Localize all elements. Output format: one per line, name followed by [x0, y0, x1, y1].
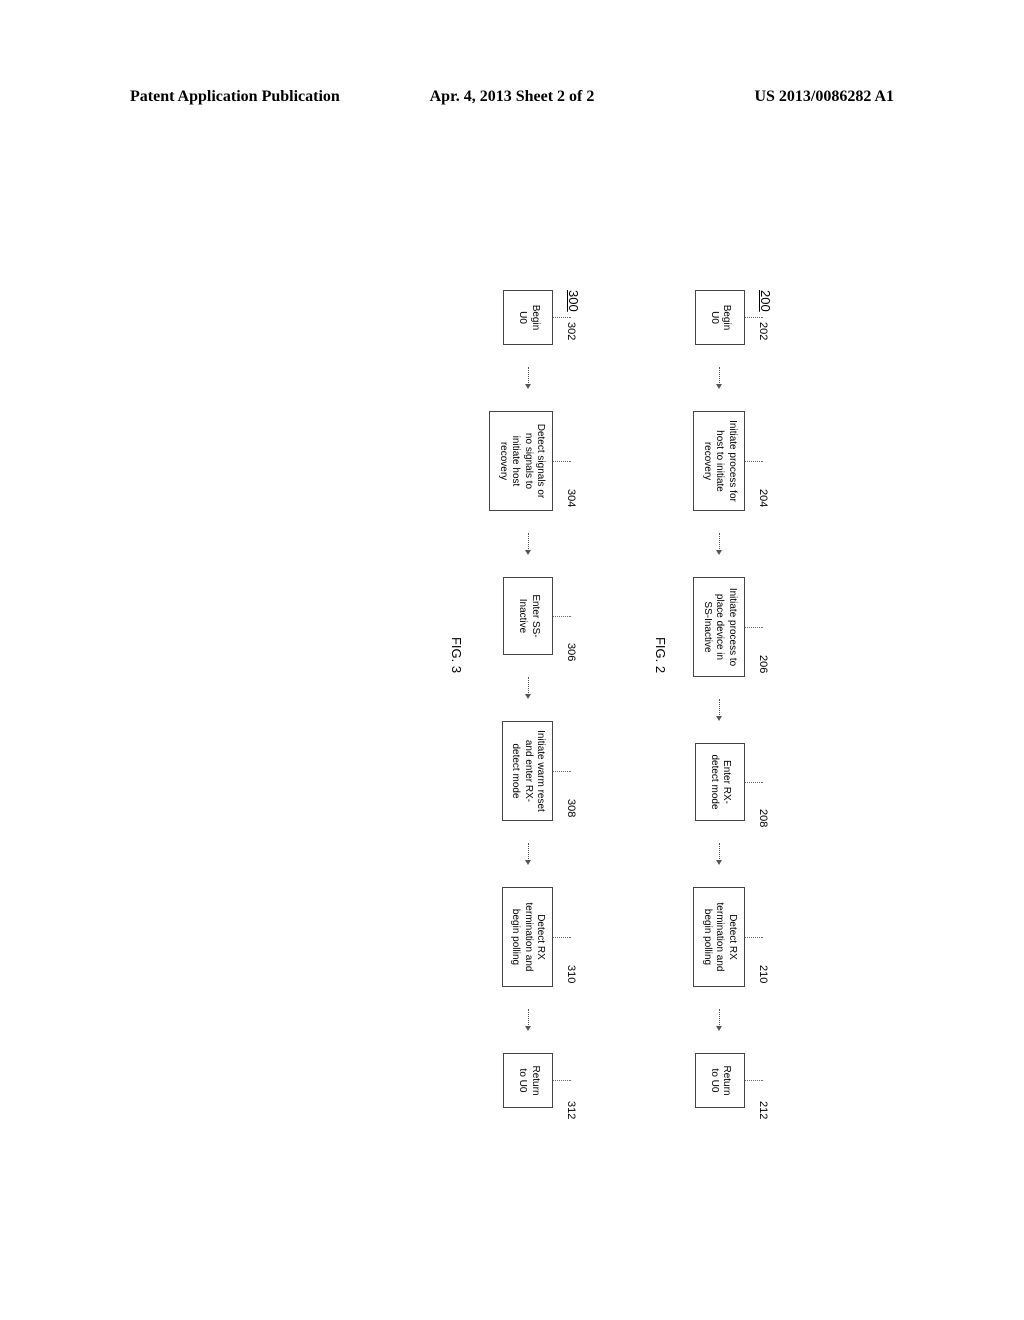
arrow-icon [695, 533, 745, 555]
arrow-icon [504, 533, 554, 555]
fig-2-label: FIG. 2 [654, 637, 669, 673]
flowchart-ref-200: 200 [758, 290, 773, 312]
step-312: 312 Return to U0 [504, 1053, 554, 1108]
step-308: 308 Initiate warm reset and enter RX-det… [502, 721, 554, 821]
step-204: 204 Initiate process for host to initiat… [694, 411, 746, 511]
step-212: 212 Return to U0 [695, 1053, 745, 1108]
box-204: Initiate process for host to initiate re… [694, 411, 746, 511]
flowchart-200: 200 202 Begin U0 204 Initiate process fo… [694, 290, 746, 1020]
fig-3-label: FIG. 3 [450, 637, 465, 673]
arrow-icon [695, 367, 745, 389]
step-306: 306 Enter SS-Inactive [504, 577, 554, 655]
ref-label-210: 210 [757, 965, 769, 983]
step-310: 310 Detect RX termination and begin poll… [502, 887, 554, 987]
step-206: 206 Initiate process to place device in … [694, 577, 746, 677]
step-202: 202 Begin U0 [695, 290, 745, 345]
flowcharts-container: 200 202 Begin U0 204 Initiate process fo… [490, 290, 746, 1020]
step-208: 208 Enter RX-detect mode [695, 743, 745, 821]
step-304: 304 Detect signals or no signals to init… [490, 411, 554, 511]
box-310: Detect RX termination and begin polling [502, 887, 554, 987]
ref-label-304: 304 [566, 489, 578, 507]
box-202: Begin U0 [695, 290, 745, 345]
flowchart-300: 300 302 Begin U0 304 Detect signals or n… [490, 290, 554, 1020]
page-header: Patent Application Publication Apr. 4, 2… [0, 88, 1024, 106]
ref-label-204: 204 [757, 489, 769, 507]
step-302: 302 Begin U0 [504, 290, 554, 345]
arrow-icon [504, 1009, 554, 1031]
step-210: 210 Detect RX termination and begin poll… [694, 887, 746, 987]
ref-label-308: 308 [566, 799, 578, 817]
box-208: Enter RX-detect mode [695, 743, 745, 821]
ref-label-302: 302 [566, 322, 578, 340]
ref-label-208: 208 [757, 809, 769, 827]
box-212: Return to U0 [695, 1053, 745, 1108]
header-sheet-info: Apr. 4, 2013 Sheet 2 of 2 [385, 88, 640, 106]
ref-label-310: 310 [566, 965, 578, 983]
ref-label-202: 202 [757, 322, 769, 340]
ref-label-312: 312 [566, 1101, 578, 1119]
arrow-icon [695, 1009, 745, 1031]
box-206: Initiate process to place device in SS-I… [694, 577, 746, 677]
box-304: Detect signals or no signals to initiate… [490, 411, 554, 511]
box-312: Return to U0 [504, 1053, 554, 1108]
arrow-icon [695, 843, 745, 865]
ref-label-212: 212 [757, 1101, 769, 1119]
header-publication: Patent Application Publication [130, 88, 385, 106]
box-308: Initiate warm reset and enter RX-detect … [502, 721, 554, 821]
ref-label-306: 306 [566, 643, 578, 661]
box-302: Begin U0 [504, 290, 554, 345]
flowchart-ref-300: 300 [567, 290, 582, 312]
diagram-content: 200 202 Begin U0 204 Initiate process fo… [105, 380, 835, 930]
ref-label-206: 206 [757, 655, 769, 673]
box-210: Detect RX termination and begin polling [694, 887, 746, 987]
arrow-icon [695, 699, 745, 721]
arrow-icon [504, 677, 554, 699]
arrow-icon [504, 843, 554, 865]
header-patent-number: US 2013/0086282 A1 [639, 88, 894, 106]
box-306: Enter SS-Inactive [504, 577, 554, 655]
arrow-icon [504, 367, 554, 389]
